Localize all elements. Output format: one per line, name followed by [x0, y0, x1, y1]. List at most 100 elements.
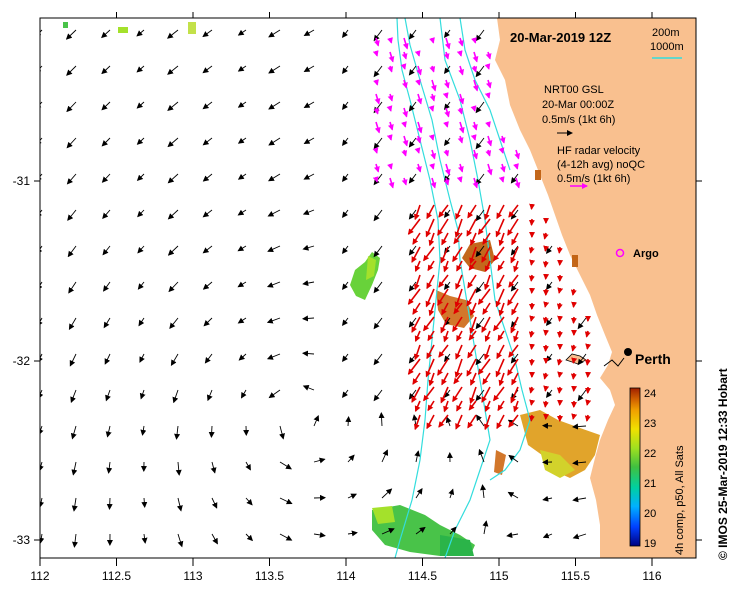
- radar-current-arrow: [482, 372, 491, 385]
- model-current-arrow: [545, 245, 553, 254]
- model-current-arrow: [167, 245, 179, 256]
- model-current-arrow: [545, 389, 553, 399]
- model-current-arrow: [444, 101, 451, 110]
- radar-current-arrow: [427, 260, 435, 272]
- radar-current-arrow: [457, 135, 464, 144]
- radar-current-arrow: [482, 302, 491, 315]
- model-current-arrow: [267, 245, 281, 253]
- radar-current-arrow: [472, 177, 479, 189]
- model-legend: NRT00 GSL 20-Mar 00:00Z 0.5m/s (1kt 6h): [542, 84, 615, 136]
- model-current-arrow: [577, 389, 587, 402]
- model-current-arrow: [101, 101, 111, 111]
- radar-current-arrow: [497, 400, 505, 412]
- x-tick-label: 116: [642, 569, 661, 583]
- radar-current-arrow: [416, 65, 423, 76]
- perth-city: Perth: [603, 348, 671, 367]
- y-tick-label: -32: [13, 354, 31, 368]
- radar-current-arrow: [440, 246, 449, 264]
- radar-current-arrow: [493, 246, 505, 262]
- model-current-arrow: [167, 137, 179, 148]
- radar-current-arrow: [441, 232, 449, 246]
- radar-current-arrow: [483, 204, 491, 221]
- radar-current-arrow: [430, 79, 437, 92]
- model-current-arrow: [542, 532, 553, 539]
- radar-current-arrow: [584, 414, 591, 422]
- radar-current-arrow: [458, 93, 465, 105]
- model-current-arrow: [279, 425, 285, 440]
- model-current-arrow: [71, 461, 78, 476]
- model-current-arrow: [303, 29, 315, 37]
- radar-current-arrow: [556, 330, 563, 338]
- model-current-arrow: [408, 173, 417, 184]
- model-current-arrow: [373, 317, 383, 330]
- radar-current-arrow: [387, 65, 394, 73]
- radar-current-arrow: [444, 107, 451, 118]
- radar-current-arrow: [411, 386, 421, 403]
- model-current-arrow: [40, 317, 43, 327]
- radar-current-arrow: [468, 400, 477, 411]
- model-current-arrow: [40, 29, 43, 38]
- model-current-arrow: [572, 496, 587, 503]
- x-tick-label: 112: [30, 569, 49, 583]
- colorbar-label: 4h comp, p50, All Sats: [674, 445, 686, 555]
- radar-current-arrow: [443, 79, 450, 89]
- model-current-arrow: [175, 461, 182, 476]
- radar-current-arrow: [453, 302, 463, 315]
- radar-current-arrow: [428, 302, 435, 317]
- model-current-arrow: [70, 389, 77, 404]
- radar-current-arrow: [426, 274, 435, 290]
- model-current-arrow: [342, 137, 349, 146]
- radar-current-arrow: [528, 246, 535, 254]
- radar-current-arrow: [483, 414, 491, 431]
- model-current-arrow: [313, 531, 326, 538]
- model-current-arrow: [103, 281, 111, 292]
- model-current-arrow: [237, 281, 247, 288]
- radar-current-arrow: [428, 232, 435, 247]
- model-current-arrow: [204, 353, 213, 364]
- model-current-arrow: [303, 137, 315, 145]
- radar-current-arrow: [429, 93, 436, 102]
- radar-current-arrow: [508, 344, 519, 358]
- model-current-arrow: [237, 209, 247, 216]
- model-current-arrow: [40, 461, 44, 472]
- model-current-arrow: [167, 101, 179, 111]
- radar-current-arrow: [438, 344, 449, 358]
- radar-current-arrow: [401, 121, 407, 128]
- model-current-arrow: [347, 493, 358, 500]
- model-current-arrow: [237, 245, 247, 252]
- radar-current-arrow: [472, 149, 479, 160]
- model-current-arrow: [342, 245, 349, 254]
- radar-current-arrow: [528, 414, 535, 422]
- radar-current-arrow: [401, 79, 408, 89]
- radar-current-arrow: [497, 260, 505, 272]
- model-current-arrow: [237, 29, 247, 36]
- model-current-arrow: [167, 209, 179, 220]
- radar-current-arrow: [401, 149, 408, 157]
- model-current-arrow: [105, 389, 111, 402]
- model-current-arrow: [475, 281, 485, 294]
- radar-current-arrow: [425, 288, 435, 308]
- radar-current-arrow: [470, 105, 477, 112]
- radar-current-arrow: [455, 344, 463, 360]
- model-current-arrow: [347, 454, 355, 463]
- city-label: Perth: [635, 351, 671, 367]
- model-current-arrow: [70, 425, 77, 440]
- model-current-arrow: [203, 317, 213, 327]
- radar-current-arrow: [407, 288, 421, 305]
- model-current-arrow: [139, 389, 146, 400]
- model-current-arrow: [408, 101, 417, 112]
- model-current-arrow: [572, 423, 587, 430]
- model-current-arrow: [303, 65, 315, 73]
- radar-current-arrow: [496, 204, 505, 220]
- model-current-arrow: [475, 389, 485, 402]
- radar-current-arrow: [438, 204, 449, 218]
- model-current-arrow: [237, 65, 247, 72]
- model-current-arrow: [475, 209, 485, 222]
- radar-current-arrow: [529, 315, 536, 322]
- model-current-arrow: [245, 533, 254, 542]
- radar-current-arrow: [485, 149, 492, 157]
- model-current-arrow: [68, 317, 77, 331]
- model-current-arrow: [168, 281, 179, 293]
- radar-current-arrow: [484, 400, 491, 413]
- radar-current-arrow: [387, 121, 394, 131]
